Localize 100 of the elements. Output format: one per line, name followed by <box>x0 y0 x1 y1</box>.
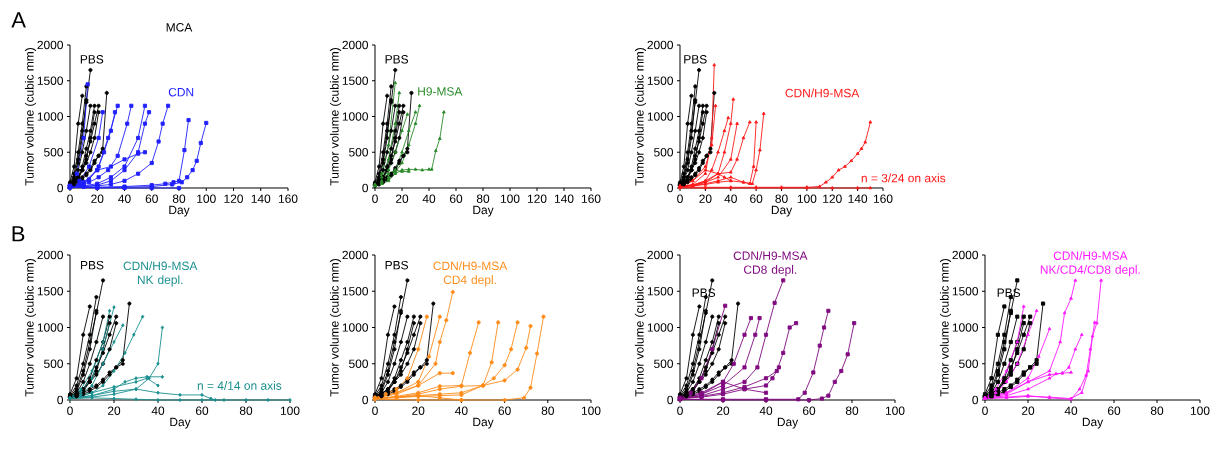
y-tick-label: 1500 <box>647 76 674 85</box>
series-label: PBS <box>385 260 409 270</box>
x-axis-title: Day <box>169 205 190 217</box>
series-label: H9-MSA <box>418 87 463 96</box>
y-tick-label: 1000 <box>342 323 369 332</box>
y-tick-label: 0 <box>57 183 64 193</box>
x-tick-label: 100 <box>1190 406 1210 415</box>
y-axis-title: Tumor volume (cubic mm) <box>634 48 647 186</box>
x-axis-title: Day <box>777 417 799 429</box>
x-axis-title: Day <box>771 205 793 217</box>
y-tick-label: 1000 <box>647 323 674 332</box>
y-tick-label: 0 <box>57 395 64 405</box>
x-tick-label: 160 <box>581 194 601 203</box>
x-tick-label: 0 <box>677 194 683 203</box>
x-tick-label: 40 <box>118 194 131 203</box>
x-tick-label: 100 <box>885 406 905 415</box>
x-tick-label: 0 <box>67 406 73 415</box>
x-tick-label: 60 <box>750 194 763 203</box>
y-tick-label: 1000 <box>647 112 674 121</box>
x-tick-label: 20 <box>91 194 104 203</box>
x-tick-label: 140 <box>554 194 574 203</box>
text: CDN <box>168 87 194 97</box>
y-axis-title: Tumor volume (cubic mm) <box>329 48 342 186</box>
y-tick-label: 1500 <box>952 287 979 296</box>
y-tick-label: 1500 <box>647 287 674 296</box>
y-tick-label: 2000 <box>647 40 674 50</box>
legend-label: PBS <box>684 55 707 64</box>
x-axis-title: Day <box>473 417 494 429</box>
y-tick-label: 1500 <box>37 287 64 296</box>
annotation: n = 3/24 on axis <box>861 173 946 183</box>
x-tick-label: 40 <box>422 194 436 203</box>
y-tick-label: 0 <box>362 183 369 193</box>
x-tick-label: 100 <box>581 406 601 415</box>
y-tick-label: 2000 <box>342 250 369 260</box>
y-tick-label: 1500 <box>37 76 64 85</box>
y-axis-title: Tumor volume (cubic mm) <box>634 259 647 397</box>
x-axis-title: Day <box>170 417 191 429</box>
x-tick-label: 60 <box>145 194 158 203</box>
x-tick-label: 60 <box>802 406 816 415</box>
x-tick-label: 60 <box>195 406 209 415</box>
y-tick-label: 1000 <box>37 112 64 121</box>
x-tick-label: 0 <box>372 194 378 203</box>
x-tick-label: 40 <box>1064 406 1078 415</box>
x-tick-label: 20 <box>412 406 425 415</box>
x-tick-label: 120 <box>224 194 244 203</box>
text: CDN/H9-MSA NK depl. <box>123 261 198 287</box>
text: CDN/H9-MSA CD4 depl. <box>433 261 508 287</box>
y-tick-label: 2000 <box>647 250 674 260</box>
x-tick-label: 0 <box>982 406 988 415</box>
x-tick-label: 160 <box>873 194 893 203</box>
x-tick-label: 40 <box>759 406 773 415</box>
x-tick-label: 80 <box>541 406 554 415</box>
series-label: PBS <box>692 288 716 297</box>
y-tick-label: 1000 <box>342 112 369 121</box>
x-tick-label: 20 <box>716 406 730 415</box>
x-tick-label: 160 <box>278 194 298 203</box>
x-axis-title: Day <box>473 205 494 217</box>
x-tick-label: 60 <box>498 406 511 415</box>
y-tick-label: 0 <box>362 395 369 405</box>
x-tick-label: 20 <box>699 194 712 203</box>
y-tick-label: 0 <box>972 395 979 405</box>
x-tick-label: 100 <box>280 406 300 415</box>
y-tick-label: 2000 <box>342 40 369 50</box>
series-label: PBS <box>997 288 1021 297</box>
x-tick-label: 80 <box>845 406 859 415</box>
x-tick-label: 80 <box>172 194 186 203</box>
chart-title: MCA <box>166 23 193 32</box>
x-tick-label: 120 <box>527 194 547 203</box>
x-tick-label: 40 <box>151 406 165 415</box>
y-tick-label: 500 <box>959 359 979 368</box>
x-tick-label: 80 <box>476 194 490 203</box>
text: CDN/H9-MSA <box>785 88 860 98</box>
y-tick-label: 1000 <box>37 323 64 332</box>
x-tick-label: 60 <box>449 194 463 203</box>
series-label: PBS <box>80 55 104 64</box>
x-tick-label: 20 <box>1021 406 1035 415</box>
annotation: n = 4/14 on axis <box>197 381 282 390</box>
y-axis-title: Tumor volume (cubic mm) <box>939 259 952 397</box>
y-axis-title: Tumor volume (cubic mm) <box>24 259 37 397</box>
x-tick-label: 80 <box>775 194 788 203</box>
x-tick-label: 0 <box>677 406 683 415</box>
x-tick-label: 100 <box>500 194 520 203</box>
text: CDN/H9-MSA CD8 depl. <box>733 251 808 277</box>
x-tick-label: 140 <box>251 194 271 203</box>
y-tick-label: 500 <box>349 148 369 157</box>
x-tick-label: 40 <box>455 406 468 415</box>
y-tick-label: 1500 <box>342 76 369 85</box>
x-tick-label: 100 <box>797 194 817 203</box>
text: B <box>12 226 25 242</box>
x-tick-label: 140 <box>848 194 868 203</box>
x-axis-title: Day <box>1082 417 1104 429</box>
x-tick-label: 0 <box>372 406 378 415</box>
y-tick-label: 500 <box>349 359 369 368</box>
series-label: PBS <box>81 260 104 270</box>
x-tick-label: 0 <box>67 194 73 203</box>
y-tick-label: 500 <box>44 359 64 368</box>
x-tick-label: 60 <box>1107 406 1121 415</box>
x-tick-label: 40 <box>724 194 737 203</box>
y-tick-label: 1000 <box>952 323 979 332</box>
x-tick-label: 100 <box>197 194 216 203</box>
